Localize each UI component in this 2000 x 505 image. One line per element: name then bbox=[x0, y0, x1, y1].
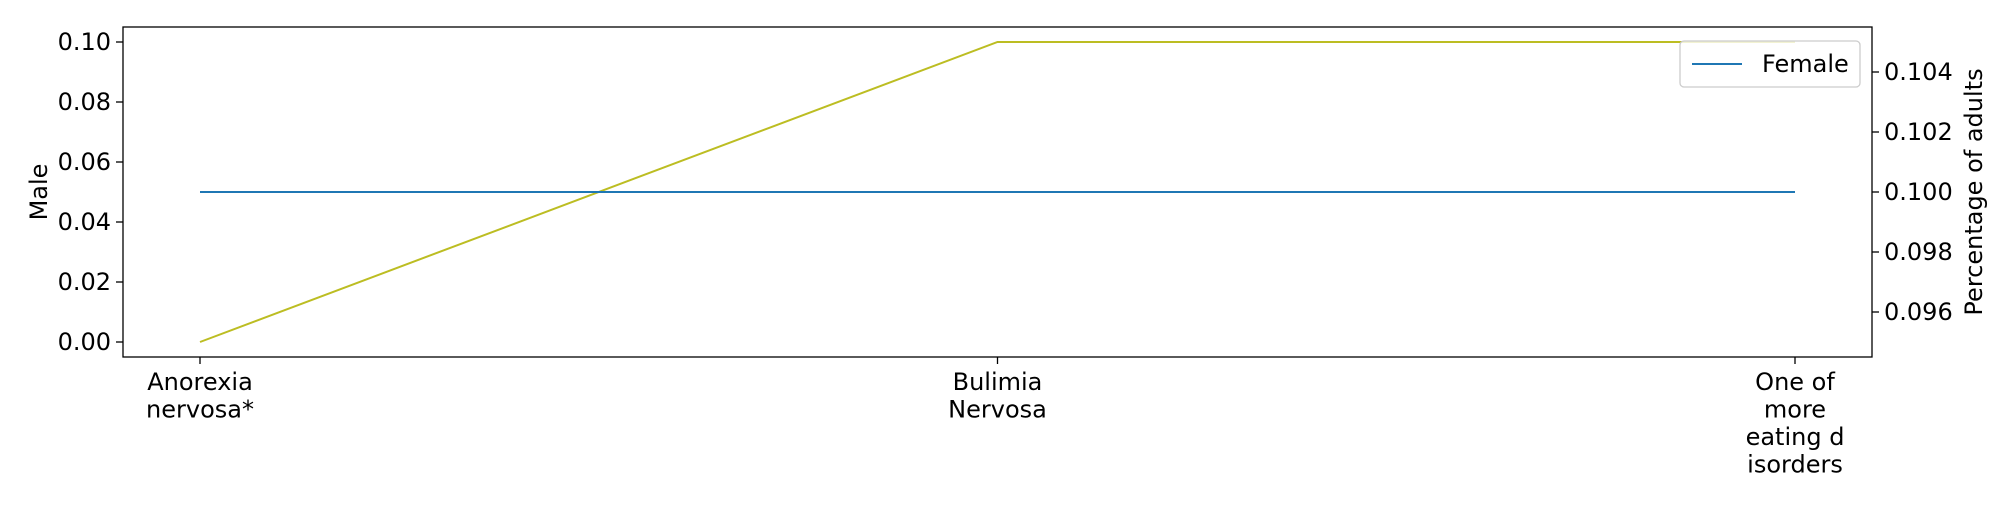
series-line-male bbox=[199, 41, 1795, 343]
legend: Female bbox=[1679, 40, 1861, 88]
left-tick-label: 0.08 bbox=[58, 88, 111, 116]
left-tick-label: 0.10 bbox=[58, 28, 111, 56]
x-axis: Anorexia nervosa* Bulimia Nervosa One of more… bbox=[146, 357, 1844, 479]
right-tick-label: 0.098 bbox=[1884, 238, 1953, 266]
x-tick-label: Anorexia nervosa* bbox=[146, 368, 254, 424]
legend-label: Female bbox=[1762, 50, 1849, 78]
legend-box bbox=[1679, 40, 1861, 88]
x-tick-label: One of more eating d isorders bbox=[1746, 368, 1845, 479]
right-tick-label: 0.096 bbox=[1884, 298, 1953, 326]
right-tick-label: 0.100 bbox=[1884, 178, 1953, 206]
left-axis-label: Male bbox=[25, 164, 53, 221]
right-tick-label: 0.104 bbox=[1884, 58, 1953, 86]
x-tick-label: Bulimia Nervosa bbox=[948, 368, 1047, 424]
left-tick-label: 0.00 bbox=[58, 328, 111, 356]
series-layer bbox=[199, 41, 1795, 343]
right-axis-label: Percentage of adults bbox=[1960, 68, 1988, 315]
right-tick-label: 0.102 bbox=[1884, 118, 1953, 146]
right-axis: 0.096 0.098 0.100 0.102 0.104 bbox=[1872, 58, 1953, 326]
left-tick-label: 0.02 bbox=[58, 268, 111, 296]
left-axis: 0.00 0.02 0.04 0.06 0.08 0.10 bbox=[58, 28, 123, 356]
left-tick-label: 0.06 bbox=[58, 148, 111, 176]
left-tick-label: 0.04 bbox=[58, 208, 111, 236]
